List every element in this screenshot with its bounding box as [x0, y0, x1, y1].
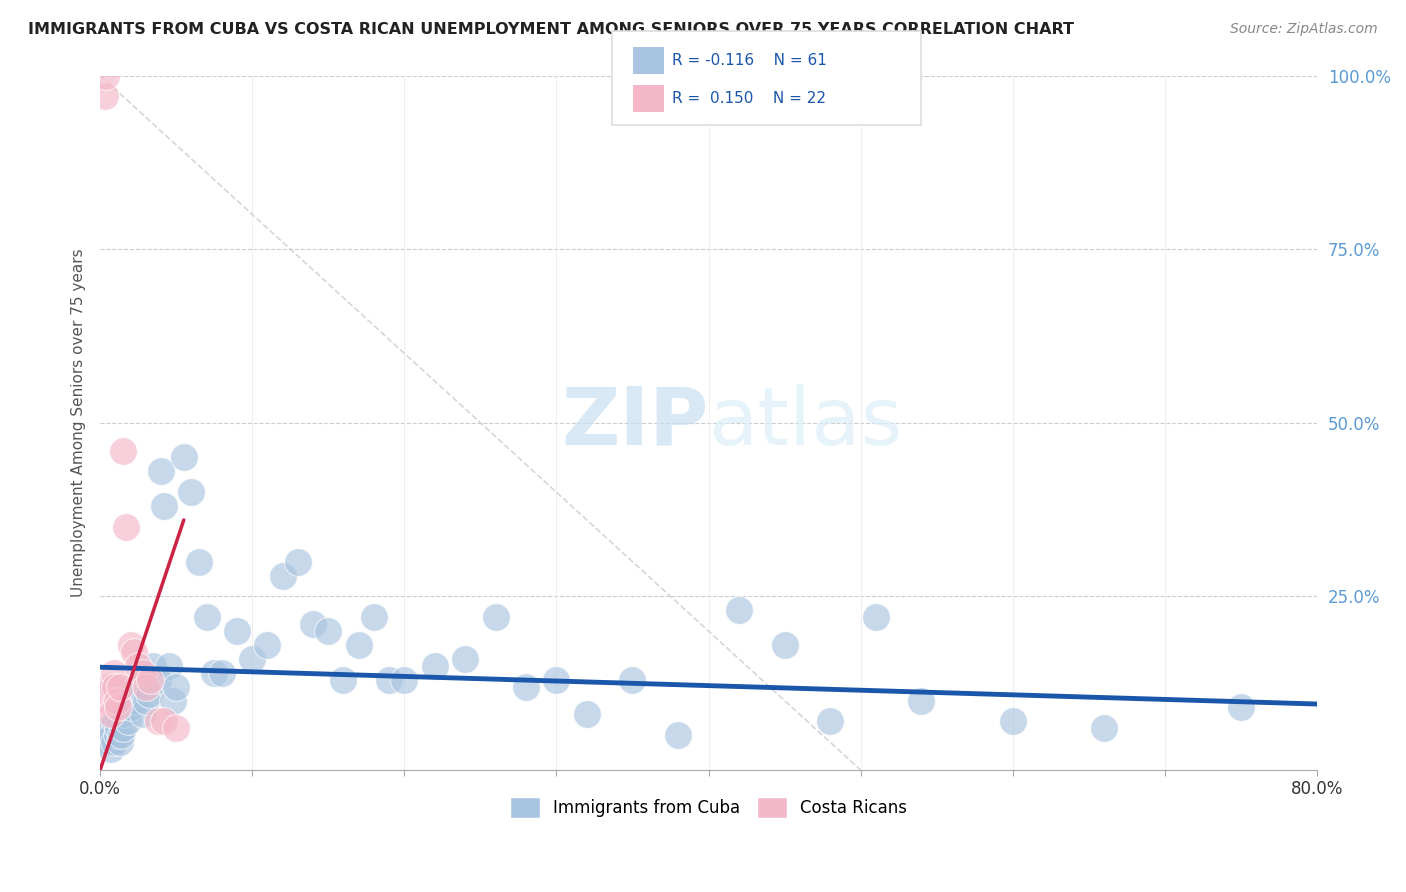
Point — [332, 673, 354, 687]
Point — [256, 638, 278, 652]
Point — [153, 714, 176, 729]
Point — [138, 687, 160, 701]
Point — [621, 673, 644, 687]
Point — [93, 89, 115, 103]
Point — [127, 680, 149, 694]
Point — [666, 728, 689, 742]
Point — [105, 693, 128, 707]
Point — [100, 742, 122, 756]
Point — [347, 638, 370, 652]
Point — [107, 700, 129, 714]
Point — [114, 707, 136, 722]
Point — [728, 603, 751, 617]
Text: R = -0.116    N = 61: R = -0.116 N = 61 — [672, 54, 827, 68]
Point — [139, 673, 162, 687]
Point — [240, 652, 263, 666]
Point — [120, 638, 142, 652]
Point — [146, 673, 169, 687]
Point — [910, 693, 932, 707]
Point — [100, 707, 122, 722]
Point — [110, 728, 132, 742]
Point — [1230, 700, 1253, 714]
Point — [111, 443, 134, 458]
Y-axis label: Unemployment Among Seniors over 75 years: Unemployment Among Seniors over 75 years — [72, 249, 86, 597]
Point — [97, 735, 120, 749]
Text: R =  0.150    N = 22: R = 0.150 N = 22 — [672, 91, 827, 105]
Point — [818, 714, 841, 729]
Point — [271, 568, 294, 582]
Point — [1001, 714, 1024, 729]
Text: Source: ZipAtlas.com: Source: ZipAtlas.com — [1230, 22, 1378, 37]
Point — [773, 638, 796, 652]
Point — [173, 450, 195, 465]
Point — [122, 693, 145, 707]
Point — [1092, 722, 1115, 736]
Text: ZIP: ZIP — [561, 384, 709, 462]
Text: atlas: atlas — [709, 384, 903, 462]
Point — [195, 610, 218, 624]
Point — [180, 485, 202, 500]
Point — [103, 735, 125, 749]
Point — [105, 728, 128, 742]
Point — [98, 722, 121, 736]
Point — [363, 610, 385, 624]
Point — [226, 624, 249, 639]
Point — [127, 658, 149, 673]
Point — [111, 722, 134, 736]
Point — [165, 680, 187, 694]
Point — [287, 555, 309, 569]
Point — [122, 645, 145, 659]
Point — [423, 658, 446, 673]
Point — [484, 610, 506, 624]
Point — [188, 555, 211, 569]
Point — [101, 680, 124, 694]
Point — [98, 693, 121, 707]
Point — [211, 665, 233, 680]
Point — [146, 714, 169, 729]
Point — [157, 658, 180, 673]
Point — [454, 652, 477, 666]
Point — [115, 520, 138, 534]
Point — [515, 680, 537, 694]
Point — [394, 673, 416, 687]
Point — [135, 680, 157, 694]
Point — [546, 673, 568, 687]
Point — [93, 728, 115, 742]
Point — [120, 700, 142, 714]
Point — [149, 464, 172, 478]
Point — [103, 665, 125, 680]
Point — [104, 680, 127, 694]
Point — [117, 714, 139, 729]
Point — [378, 673, 401, 687]
Point — [108, 680, 131, 694]
Point — [101, 728, 124, 742]
Point — [302, 617, 325, 632]
Point — [132, 707, 155, 722]
Point — [96, 69, 118, 83]
Point — [135, 693, 157, 707]
Point — [865, 610, 887, 624]
Point — [165, 722, 187, 736]
Point — [153, 499, 176, 513]
Point — [107, 722, 129, 736]
Point — [108, 735, 131, 749]
Point — [575, 707, 598, 722]
Point — [162, 693, 184, 707]
Point — [104, 714, 127, 729]
Point — [142, 658, 165, 673]
Legend: Immigrants from Cuba, Costa Ricans: Immigrants from Cuba, Costa Ricans — [503, 790, 914, 824]
Point — [97, 680, 120, 694]
Text: IMMIGRANTS FROM CUBA VS COSTA RICAN UNEMPLOYMENT AMONG SENIORS OVER 75 YEARS COR: IMMIGRANTS FROM CUBA VS COSTA RICAN UNEM… — [28, 22, 1074, 37]
Point — [316, 624, 339, 639]
Point — [132, 665, 155, 680]
Point — [202, 665, 225, 680]
